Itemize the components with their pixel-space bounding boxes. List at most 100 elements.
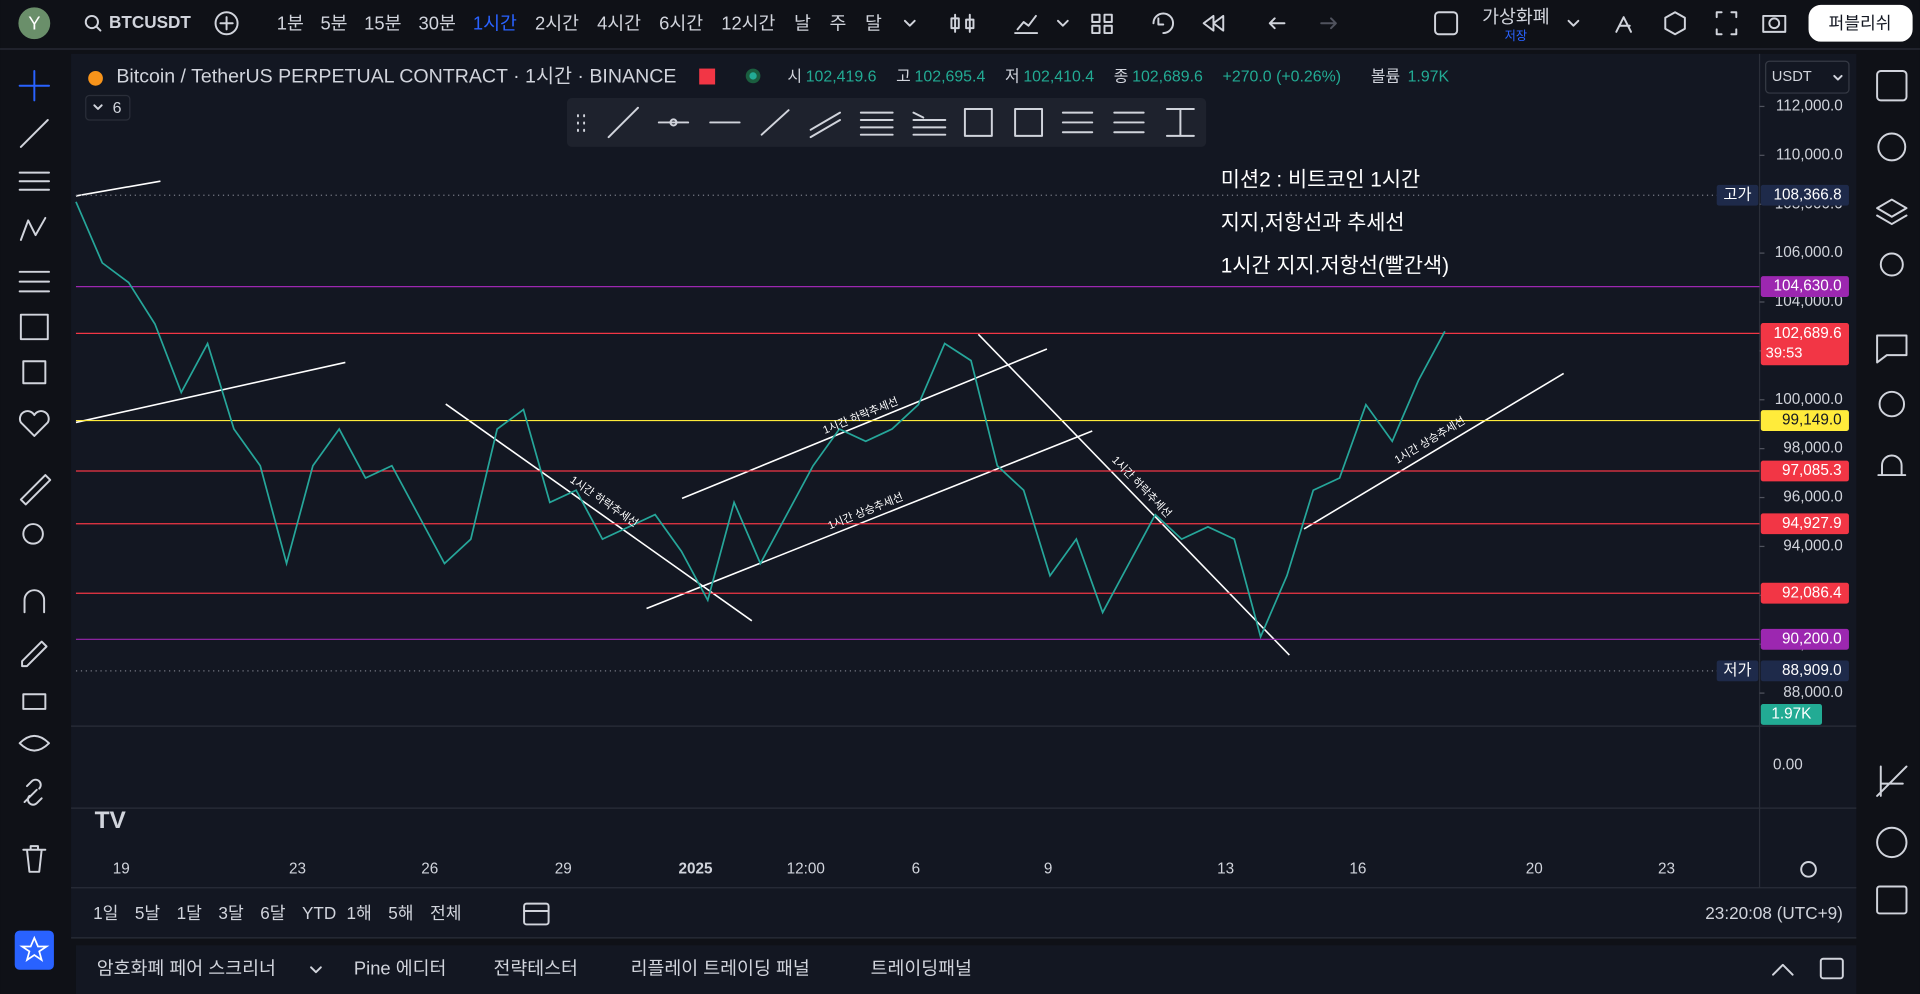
calendar-icon[interactable] [1876,885,1908,915]
replay-icon[interactable] [1202,14,1225,32]
interval[interactable]: 30분 [419,12,456,33]
notifications-icon[interactable] [1877,454,1907,477]
interval[interactable]: 12시간 [721,12,775,33]
ideas-icon[interactable] [1879,252,1904,277]
float-levels[interactable] [1113,111,1145,134]
interval[interactable]: 날 [794,12,811,33]
candle-icon[interactable] [950,13,975,33]
indicator-toggle[interactable] [85,94,131,121]
watchlist-star-button[interactable] [14,930,54,970]
range-button[interactable]: 전체 [430,903,462,923]
fib-tool[interactable] [18,171,50,191]
bottom-tab[interactable]: 전략테스터 [493,958,577,979]
goto-date-icon[interactable] [523,902,550,926]
bottom-tab[interactable]: 암호화폐 페어 스크리너 [97,958,276,979]
interval[interactable]: 달 [865,12,882,33]
drag-handle[interactable] [576,114,586,132]
symbol[interactable]: BTCUSDT [109,12,191,32]
float-extended[interactable] [760,109,790,136]
range-button[interactable]: YTD [302,903,336,923]
layout-dropdown[interactable] [1567,19,1580,27]
interval[interactable]: 1시간 [473,12,517,33]
float-rect[interactable] [1014,107,1044,137]
crosshair-tool[interactable] [18,70,50,102]
interval[interactable]: 주 [829,12,846,33]
text-tool[interactable] [22,360,47,385]
axis-settings[interactable] [1800,861,1817,878]
zoom-tool[interactable] [22,523,44,545]
trendline[interactable] [977,333,1290,656]
collapse-panel[interactable] [1772,963,1794,976]
layers-icon[interactable] [1876,198,1908,226]
draw-mode-tool[interactable] [21,640,48,668]
interval-dropdown[interactable] [903,19,916,27]
alert-icon[interactable] [1152,12,1175,35]
interval[interactable]: 5분 [320,12,347,33]
lock-tool[interactable] [22,693,47,710]
trendline[interactable] [646,430,1093,610]
trendline[interactable] [445,403,753,622]
watchlist-icon[interactable] [1876,70,1908,102]
layout-name[interactable]: 가상화폐 [1482,6,1550,27]
trendline[interactable] [1303,372,1565,530]
avatar[interactable] [18,7,51,40]
bottom-tab[interactable]: 리플레이 트레이딩 패널 [631,958,810,979]
float-fib-ext[interactable] [912,111,947,136]
range-button[interactable]: 6달 [260,903,286,923]
range-button[interactable]: 1일 [93,903,118,923]
float-parallel[interactable] [1061,111,1094,134]
interval[interactable]: 15분 [364,12,401,33]
pattern-tool[interactable] [19,216,47,241]
redo-icon[interactable] [1320,17,1337,30]
chat-icon[interactable] [1876,334,1908,364]
bottom-tab[interactable]: 트레이딩패널 [871,958,972,979]
favorites-tool[interactable] [18,410,50,437]
float-range[interactable] [1165,107,1195,137]
interval[interactable]: 6시간 [659,12,703,33]
float-box[interactable] [963,107,993,137]
delete-tool[interactable] [22,845,47,873]
flag[interactable] [699,68,716,85]
ruler-tool[interactable] [19,474,52,506]
trendline[interactable] [75,180,161,197]
float-trend[interactable] [607,106,639,139]
magnet-tool[interactable] [23,589,46,614]
object-tree-icon[interactable] [1876,765,1908,797]
forecast-tool[interactable] [18,270,50,293]
trendline[interactable] [681,348,1048,500]
bottom-tab[interactable]: Pine 에디터 [354,958,447,979]
float-channel[interactable] [809,111,841,139]
settings-icon[interactable] [1664,11,1686,36]
range-button[interactable]: 5날 [135,903,161,923]
trendline-tool[interactable] [19,119,49,148]
maximize-panel[interactable] [1819,957,1844,980]
interval[interactable]: 4시간 [597,12,641,33]
range-button[interactable]: 1달 [177,903,203,923]
search-icon[interactable] [84,14,102,32]
link-tool[interactable] [23,778,43,806]
interval[interactable]: 2시간 [535,12,579,33]
shape-tool[interactable] [19,313,49,341]
undo-icon[interactable] [1268,17,1286,30]
interval[interactable]: 1분 [277,12,304,33]
compare-icon[interactable] [214,11,239,36]
currency-select[interactable] [1765,60,1850,94]
indicator-dropdown[interactable] [1056,19,1069,27]
float-fib[interactable] [859,111,894,136]
alerts-icon[interactable] [1877,132,1907,162]
range-button[interactable]: 1해 [347,903,372,923]
visibility-tool[interactable] [18,734,50,752]
range-button[interactable]: 3달 [218,903,244,923]
trendline[interactable] [75,361,346,424]
screener-dropdown[interactable] [310,966,322,974]
layout-square[interactable] [1434,11,1459,36]
range-button[interactable]: 5해 [388,903,413,923]
dom-icon[interactable] [1876,826,1908,859]
signals-icon[interactable] [1878,390,1906,418]
layout-icon[interactable] [1091,13,1113,35]
publish-button[interactable] [1808,4,1913,42]
quick-search-icon[interactable] [1615,16,1632,33]
fullscreen-icon[interactable] [1715,11,1738,36]
indicator-icon[interactable] [1014,14,1039,35]
snapshot-icon[interactable] [1762,14,1787,33]
